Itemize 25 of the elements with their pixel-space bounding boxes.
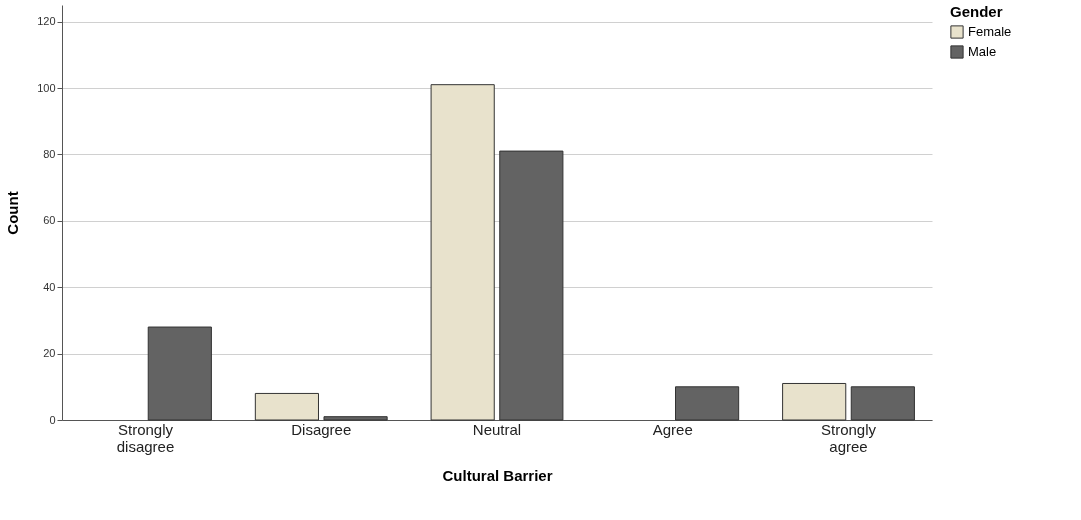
y-axis-title: Count — [4, 191, 22, 235]
x-tick-label: Neutral — [472, 420, 522, 438]
bar — [323, 416, 388, 421]
y-tick-label: 60 — [43, 214, 56, 227]
y-tick-label: 20 — [43, 347, 56, 360]
legend-label: Female — [968, 24, 1012, 39]
y-tick-label: 80 — [43, 147, 56, 160]
y-tick-label: 120 — [37, 15, 56, 28]
y-tick-label: 100 — [37, 81, 56, 94]
bar — [675, 386, 740, 421]
bar — [147, 326, 212, 421]
bar — [499, 150, 564, 421]
x-axis-title: Cultural Barrier — [442, 466, 553, 484]
y-tick-label: 0 — [49, 413, 56, 426]
bar — [430, 84, 495, 421]
legend-label: Male — [968, 44, 997, 59]
bar — [782, 382, 847, 421]
bar — [254, 392, 319, 421]
bar — [850, 386, 915, 421]
x-tick-label: Disagree — [291, 420, 352, 438]
x-tick-label: Strongly agree — [821, 420, 877, 455]
x-tick-label: Strongly disagree — [116, 420, 175, 455]
x-tick-label: Agree — [652, 420, 693, 438]
legend-title: Gender — [950, 3, 1003, 20]
y-tick-label: 40 — [43, 280, 56, 293]
